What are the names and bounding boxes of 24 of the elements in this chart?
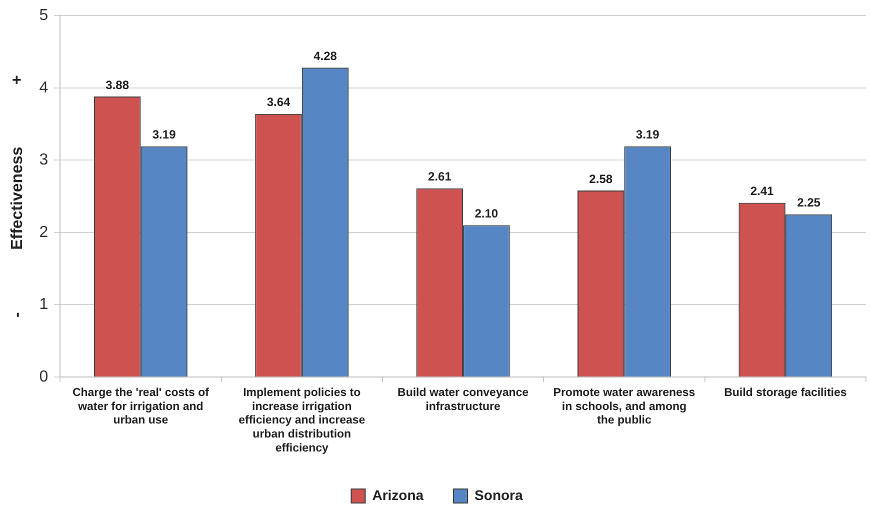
x-tick-label: Implement policies to increase irrigation efficiency and increase urban distribution efficiency: [238, 387, 366, 454]
y-axis-title: - Effectiveness +: [9, 75, 26, 318]
data-label: 3.64: [266, 95, 290, 110]
y-tick-label: 2: [39, 224, 48, 241]
y-tick-label: 0: [39, 368, 48, 386]
data-label: 3.88: [106, 78, 130, 92]
data-label: 3.19: [152, 128, 176, 142]
data-label: 2.25: [797, 196, 821, 210]
data-label: 2.58: [589, 172, 613, 186]
y-tick-label: 5: [39, 7, 48, 24]
data-label: 2.41: [750, 184, 774, 198]
data-label: 2.61: [428, 170, 452, 184]
x-tick-label: Charge the 'real' costs of water for irrigation and urban use: [72, 387, 210, 427]
x-tick-label: Build water conveyance infrastructure: [398, 387, 529, 413]
x-tick-label: Promote water awareness in schools, and among the public: [553, 387, 696, 427]
data-label: 3.19: [636, 128, 660, 142]
data-label: 4.28: [314, 48, 338, 63]
legend-label: Arizona: [372, 486, 424, 503]
legend-label: Sonora: [474, 486, 523, 503]
data-label: 2.10: [474, 206, 498, 221]
y-tick-label: 3: [39, 152, 48, 169]
y-tick-label: 1: [39, 296, 48, 314]
x-tick-label: Build storage facilities: [724, 387, 847, 400]
y-tick-label: 4: [39, 79, 48, 96]
